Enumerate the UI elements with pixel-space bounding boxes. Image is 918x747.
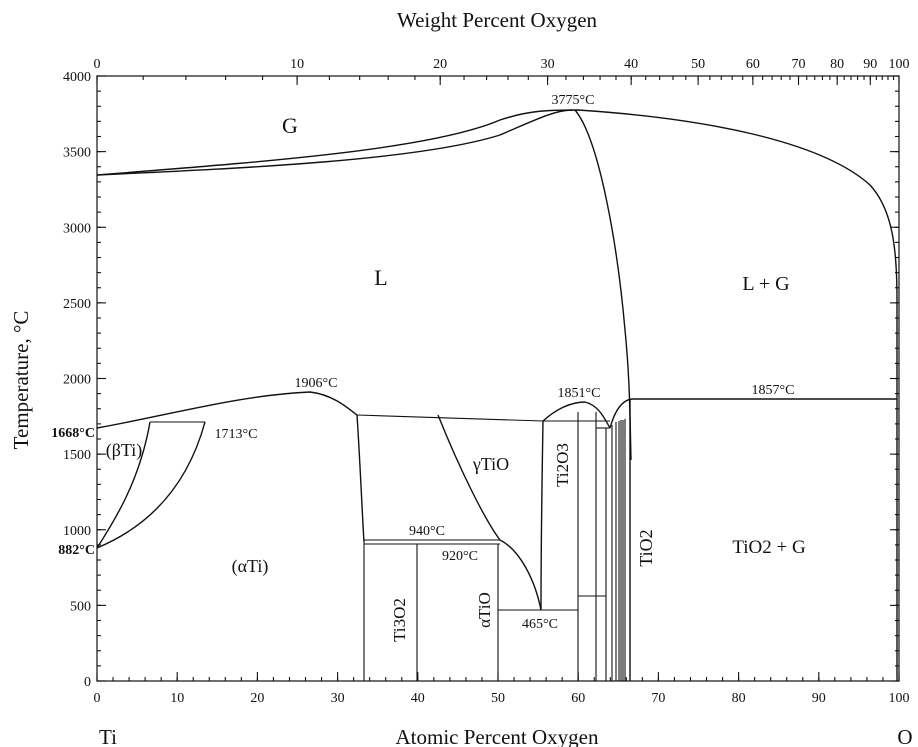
- bottom-tick-label: 70: [651, 691, 665, 706]
- top-tick-label: 100: [889, 57, 910, 72]
- top-tick-label: 30: [541, 57, 555, 72]
- left-tick-label: 0: [84, 675, 91, 690]
- top-tick-label: 80: [830, 57, 844, 72]
- top-tick-label: 90: [863, 57, 877, 72]
- left-tick-label: 3500: [63, 146, 91, 161]
- bottom-tick-label: 80: [732, 691, 746, 706]
- phase-alpha-ti-label: (αTi): [232, 556, 269, 577]
- y-axis-title: Temperature, °C: [9, 311, 33, 450]
- element-o-label: O: [897, 725, 912, 747]
- bottom-tick-label: 60: [571, 691, 585, 706]
- bottom-tick-label: 50: [491, 691, 505, 706]
- top-axis-title: Weight Percent Oxygen: [397, 8, 598, 32]
- gamma-tio-left-boundary: [437, 414, 501, 541]
- bottom-axis-title: Atomic Percent Oxygen: [396, 725, 599, 747]
- temp-3775-label: 3775°C: [552, 93, 595, 108]
- phase-tio2-gas-label: TiO2 + G: [732, 537, 806, 558]
- temp-940-label: 940°C: [409, 524, 445, 539]
- temp-920-label: 920°C: [442, 549, 478, 564]
- tio2-liquidus-1857: [609, 398, 897, 429]
- phase-beta-ti-label: (βTi): [106, 440, 143, 461]
- ti2o3-liquidus-dome: [542, 401, 611, 429]
- temp-1857-label: 1857°C: [752, 383, 795, 398]
- phase-ti3o2-label: Ti3O2: [390, 598, 409, 642]
- phase-liquid-label: L: [374, 265, 387, 290]
- phase-ti2o3-label: Ti2O3: [553, 443, 572, 487]
- top-tick-label: 40: [624, 57, 638, 72]
- liquidus-upper-curve: [96, 109, 573, 176]
- phase-gamma-tio-label: γTiO: [472, 454, 509, 474]
- top-axis-ticks: 0 10 20 30 40 50 60 70 80 90 100: [94, 57, 910, 85]
- alpha-ti-boundary: [356, 414, 365, 543]
- temp-1851-label: 1851°C: [558, 386, 601, 401]
- left-tick-label: 4000: [63, 70, 91, 85]
- left-tick-label: 3000: [63, 221, 91, 236]
- top-tick-label: 20: [433, 57, 447, 72]
- phase-tio2-label: TiO2: [636, 529, 656, 566]
- tie-line-ti-tio: [356, 414, 544, 422]
- liquidus-dome-left: [96, 391, 358, 429]
- left-tick-label: 1000: [63, 524, 91, 539]
- top-tick-label: 0: [94, 57, 101, 72]
- temp-1668-label: 1668°C: [51, 426, 95, 441]
- bottom-tick-label: 90: [812, 691, 826, 706]
- beta-ti-right-boundary: [96, 421, 206, 549]
- left-tick-label: 1500: [63, 448, 91, 463]
- temp-1713-label: 1713°C: [215, 427, 258, 442]
- left-tick-label: 2500: [63, 297, 91, 312]
- top-tick-label: 70: [792, 57, 806, 72]
- temp-882-label: 882°C: [58, 543, 95, 558]
- bottom-tick-label: 100: [889, 691, 910, 706]
- left-tick-label: 500: [70, 599, 91, 614]
- gas-boundary-curve: [96, 109, 898, 681]
- temp-1906-label: 1906°C: [295, 376, 338, 391]
- top-tick-label: 60: [746, 57, 760, 72]
- bottom-tick-label: 10: [170, 691, 184, 706]
- bottom-tick-label: 20: [250, 691, 264, 706]
- bottom-tick-label: 30: [331, 691, 345, 706]
- bottom-tick-label: 40: [411, 691, 425, 706]
- temp-465-label: 465°C: [522, 617, 558, 632]
- phase-gas-label: G: [282, 113, 298, 138]
- bottom-axis-ticks: 0 10 20 30 40 50 60 70 80 90 100: [94, 672, 910, 706]
- top-tick-label: 10: [290, 57, 304, 72]
- liquid-gas-left-curve: [574, 109, 632, 461]
- element-ti-label: Ti: [99, 725, 117, 747]
- gamma-tio-right-boundary: [540, 420, 544, 611]
- bottom-tick-label: 0: [94, 691, 101, 706]
- gamma-tio-eutectoid-curve: [499, 539, 542, 611]
- phase-alpha-tio-label: αTiO: [475, 592, 494, 628]
- top-tick-label: 50: [691, 57, 705, 72]
- left-axis-ticks: 0 500 1000 1500 2000 2500 3000 3500 4000: [63, 70, 106, 690]
- phase-liquid-gas-label: L + G: [742, 273, 789, 295]
- beta-ti-left-boundary: [96, 421, 151, 549]
- left-tick-label: 2000: [63, 373, 91, 388]
